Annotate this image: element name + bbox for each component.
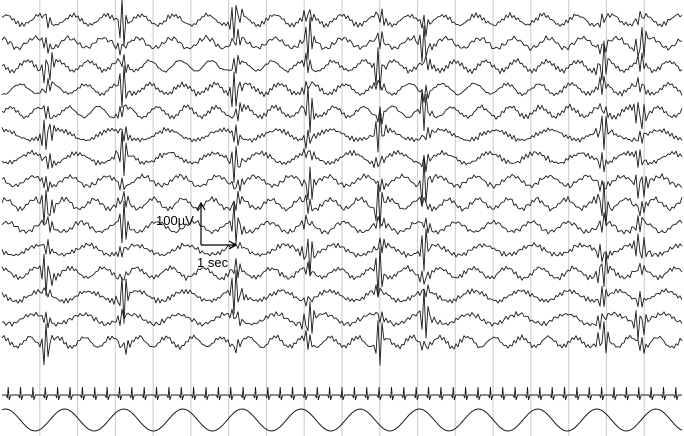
eeg-trace-4 bbox=[1, 65, 683, 109]
scale-bar-horizontal-arrow bbox=[201, 240, 238, 250]
eeg-trace-8 bbox=[1, 158, 683, 204]
scale-bar-time-label: 1 sec bbox=[197, 255, 229, 270]
scale-bar-amplitude-label: 100µV bbox=[156, 213, 194, 228]
time-grid bbox=[39, 0, 645, 436]
eeg-trace-9 bbox=[1, 181, 683, 229]
eeg-trace-13 bbox=[1, 269, 683, 324]
eeg-trace-5 bbox=[1, 86, 683, 134]
eeg-trace-12 bbox=[1, 247, 683, 296]
eeg-trace-10 bbox=[1, 200, 683, 244]
ecg-trace bbox=[2, 386, 682, 401]
eeg-trace-14 bbox=[1, 289, 683, 341]
eeg-traces bbox=[1, 0, 683, 366]
eeg-trace-7 bbox=[1, 130, 683, 184]
eeg-trace-1 bbox=[1, 0, 683, 47]
respiration-channel bbox=[1, 408, 683, 432]
eeg-trace-6 bbox=[1, 112, 683, 153]
eeg-trace-15 bbox=[1, 319, 683, 366]
eeg-trace-11 bbox=[1, 228, 683, 276]
scale-bar-vertical-arrow bbox=[196, 201, 206, 245]
eeg-trace-3 bbox=[1, 40, 683, 91]
ecg-channel bbox=[2, 386, 682, 401]
eeg-trace-2 bbox=[1, 16, 683, 63]
scale-bar: 100µV 1 sec bbox=[156, 201, 238, 270]
respiration-trace bbox=[1, 408, 683, 432]
